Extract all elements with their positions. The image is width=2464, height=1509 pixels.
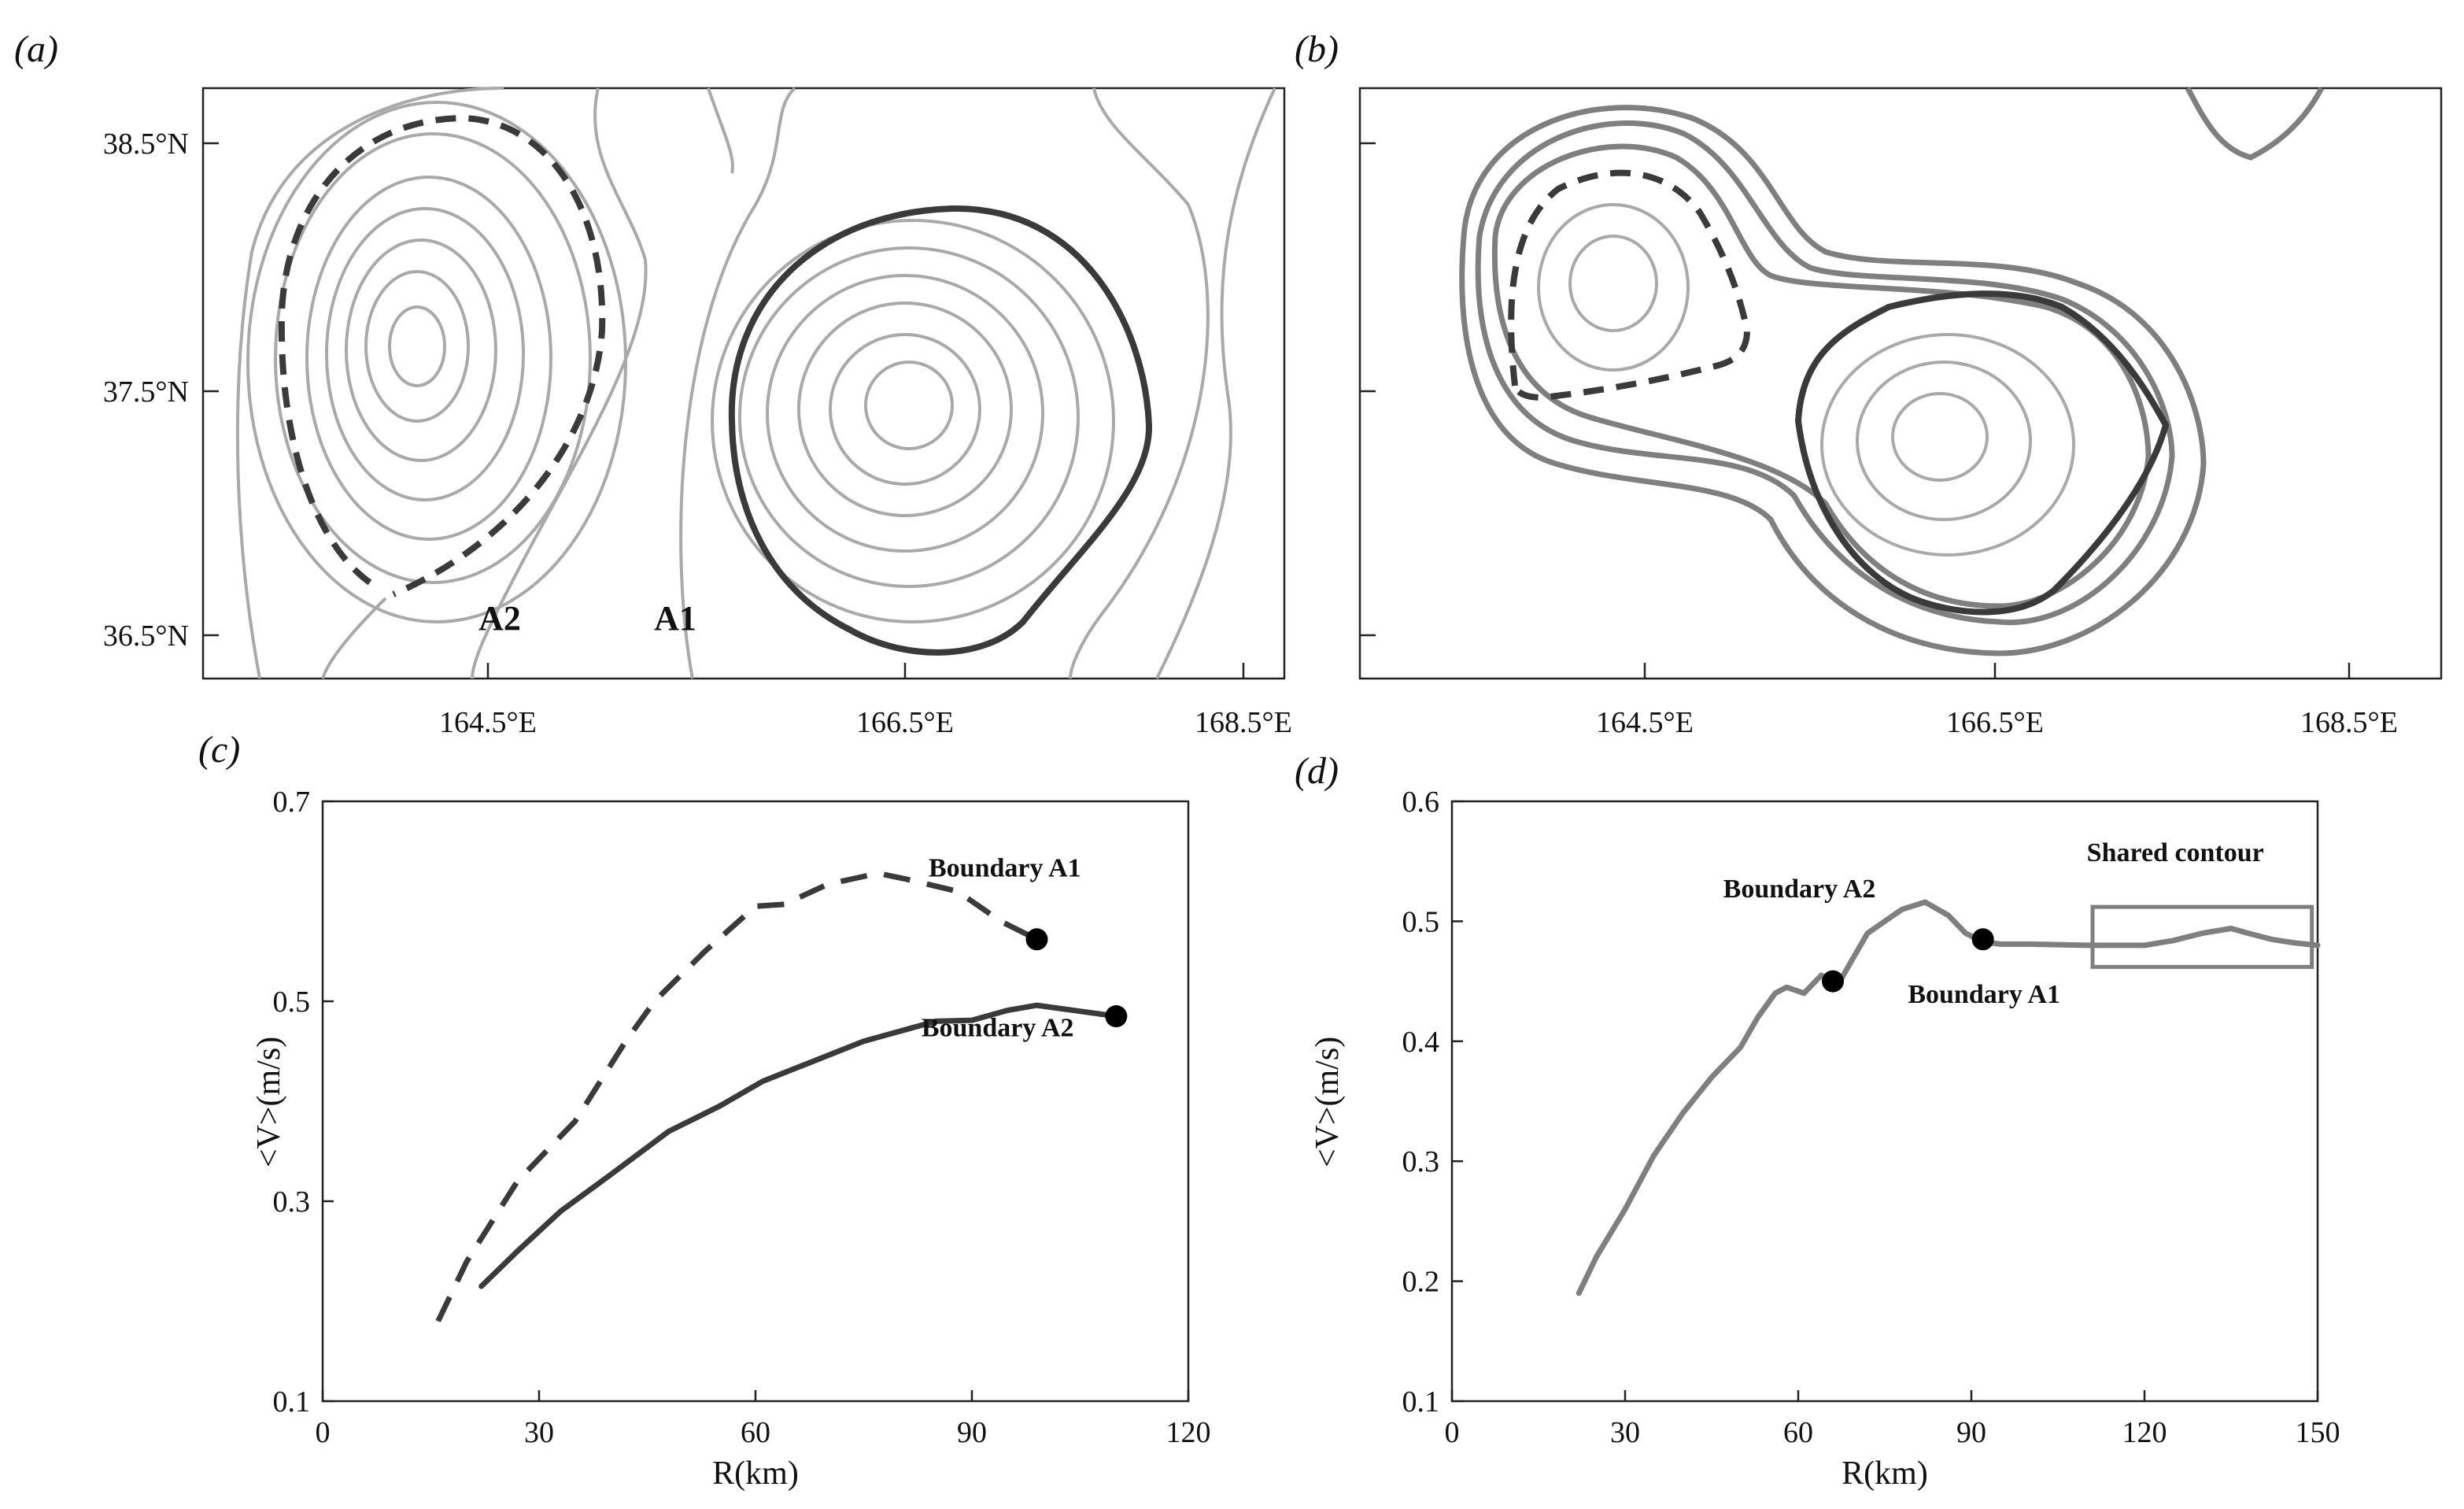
boundary-marker	[1105, 1005, 1128, 1028]
map-a: 38.5°N 37.5°N 36.5°N 164.5°E 166.5°E 168…	[103, 87, 1292, 739]
series-line-shared-contour	[1576, 899, 2321, 1296]
map-a-lon-tick: 168.5°E	[1195, 706, 1292, 739]
panel-label-c: (c)	[198, 729, 240, 771]
y-tick-label: 0.7	[273, 786, 311, 819]
chart-d-frame	[1450, 800, 2319, 1403]
map-a-lat-tick: 36.5°N	[103, 620, 189, 653]
panel-label-d: (d)	[1295, 750, 1339, 792]
y-tick-label: 0.5	[273, 986, 311, 1019]
map-b-boundary-a2	[1508, 169, 1751, 401]
x-tick-label: 60	[1783, 1416, 1813, 1449]
chart-d-ylabel: <V>(m/s)	[1310, 1037, 1346, 1167]
boundary-marker	[1822, 970, 1844, 993]
y-tick-label: 0.1	[1402, 1385, 1440, 1418]
eddy-a1-contours	[679, 87, 1276, 679]
annotation-boundary-a2: Boundary A2	[922, 1013, 1074, 1042]
x-tick-label: 30	[1610, 1416, 1640, 1449]
region-label-a2: A2	[478, 599, 521, 638]
map-b-lon-tick: 166.5°E	[1946, 706, 2044, 739]
panel-label-b: (b)	[1295, 28, 1339, 70]
chart-c-ylabel: <V>(m/s)	[251, 1037, 287, 1167]
y-tick-label: 0.4	[1402, 1026, 1440, 1059]
map-a-lon-tick: 166.5°E	[856, 706, 954, 739]
x-tick-label: 60	[741, 1416, 770, 1449]
map-a-lat-tick: 37.5°N	[103, 375, 189, 409]
y-tick-label: 0.3	[273, 1185, 311, 1219]
annotation-shared-contour: Shared contour	[2087, 838, 2264, 867]
series-line-boundary-a2	[478, 1002, 1119, 1289]
series-line-boundary-a1	[435, 870, 1039, 1322]
x-tick-label: 150	[2296, 1416, 2340, 1449]
chart-c-frame	[321, 800, 1190, 1403]
y-tick-label: 0.2	[1402, 1266, 1440, 1299]
map-b-outer-contours	[1459, 87, 2325, 656]
y-tick-label: 0.1	[273, 1385, 311, 1418]
chart-d-xlabel: R(km)	[1842, 1455, 1928, 1492]
x-tick-label: 0	[1445, 1416, 1460, 1449]
chart-c-xlabel: R(km)	[712, 1455, 799, 1492]
chart-c: 0 30 60 90 120 0.1 0.3 0.5 0.7 Boundary A1 Bounda…	[251, 786, 1211, 1492]
eddy-a1-boundary	[728, 205, 1153, 656]
annotation-boundary-a2: Boundary A2	[1723, 875, 1876, 904]
x-tick-label: 90	[957, 1416, 987, 1449]
shared-contour-box	[2090, 904, 2314, 969]
map-b-boundary-a1	[1794, 290, 2170, 616]
x-tick-label: 120	[1166, 1416, 1211, 1449]
y-tick-label: 0.5	[1402, 905, 1440, 938]
map-b: 164.5°E 166.5°E 168.5°E	[1358, 87, 2443, 739]
map-a-lat-tick: 38.5°N	[103, 128, 189, 161]
x-tick-label: 0	[316, 1416, 331, 1449]
y-tick-label: 0.3	[1402, 1145, 1440, 1178]
y-tick-label: 0.6	[1402, 786, 1440, 819]
map-b-lon-tick: 164.5°E	[1596, 706, 1694, 739]
boundary-marker	[1971, 928, 1994, 951]
map-b-lon-tick: 168.5°E	[2300, 706, 2398, 739]
map-b-inner-contours	[1537, 203, 2075, 557]
annotation-boundary-a1: Boundary A1	[929, 853, 1081, 882]
region-label-a1: A1	[654, 599, 696, 638]
x-tick-label: 120	[2122, 1416, 2167, 1449]
boundary-marker	[1025, 928, 1048, 951]
x-tick-label: 90	[1956, 1416, 1986, 1449]
x-tick-label: 30	[524, 1416, 554, 1449]
eddy-a2-contours	[235, 87, 648, 679]
panel-label-a: (a)	[14, 28, 58, 70]
chart-d: 0 30 60 90 120 150 0.1 0.2 0.3 0.4 0.5 0.6 Boundary…	[1310, 786, 2340, 1492]
map-a-lon-tick: 164.5°E	[439, 706, 537, 739]
annotation-boundary-a1: Boundary A1	[1908, 980, 2060, 1009]
